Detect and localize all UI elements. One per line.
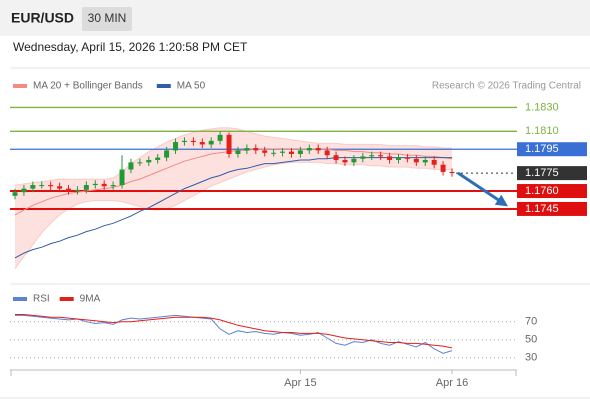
candle-body xyxy=(369,155,375,157)
price-level-label: 1.1795 xyxy=(525,143,559,155)
price-level-box xyxy=(517,142,587,157)
y-tick-label: 50 xyxy=(525,334,537,346)
candle-body xyxy=(48,185,54,187)
candle-body xyxy=(342,159,348,163)
candle-body xyxy=(395,157,401,160)
candle-body xyxy=(146,159,152,163)
candle-body xyxy=(324,150,330,156)
legend-swatch xyxy=(156,84,171,88)
candle-body xyxy=(271,152,277,154)
candle-body xyxy=(164,150,170,158)
legend-label: RSI xyxy=(33,294,50,305)
bollinger-lower xyxy=(14,161,452,269)
candle-body xyxy=(66,188,72,192)
x-tick-label: Apr 16 xyxy=(436,377,468,389)
forecast-arrow xyxy=(457,171,508,207)
candle-body xyxy=(190,140,196,143)
price-level-label: 1.1745 xyxy=(525,203,559,215)
y-tick-label: 30 xyxy=(525,352,537,364)
candle-body xyxy=(208,140,214,145)
candle-body xyxy=(39,185,45,187)
indicator-line xyxy=(15,314,453,354)
candle-body xyxy=(422,159,428,163)
candle-body xyxy=(253,148,259,151)
candle-body xyxy=(110,185,116,187)
symbol: EUR/USD xyxy=(11,10,74,26)
candle-body xyxy=(387,156,393,160)
candle-body xyxy=(226,134,232,154)
legend-label: MA 50 xyxy=(177,81,206,92)
timeframe-button[interactable] xyxy=(82,7,132,31)
candle-body xyxy=(128,162,134,170)
candle-body xyxy=(431,159,437,165)
timestamp: Wednesday, April 15, 2026 1:20:58 PM CET xyxy=(13,40,248,54)
price-level-box xyxy=(517,166,587,181)
candle-body xyxy=(378,155,384,157)
candle-body xyxy=(57,186,63,189)
candle-body xyxy=(297,150,303,154)
candle-body xyxy=(306,148,312,151)
candle-body xyxy=(217,134,223,141)
candle-body xyxy=(333,155,339,160)
candle-body xyxy=(315,148,321,151)
price-level-box xyxy=(517,201,587,216)
price-level-label: 1.1775 xyxy=(525,167,559,179)
legend-swatch xyxy=(13,297,27,301)
x-tick-label: Apr 15 xyxy=(284,377,316,389)
bollinger-band xyxy=(15,127,452,269)
candle-body xyxy=(92,183,98,186)
candle-body xyxy=(74,189,80,192)
price-level-label: 1.1760 xyxy=(525,185,559,197)
candle-body xyxy=(235,150,241,154)
candle-body xyxy=(12,192,18,196)
candle-body xyxy=(449,171,455,174)
legend-label: 9MA xyxy=(80,294,101,305)
candle-body xyxy=(30,185,36,189)
candle-body xyxy=(199,142,205,145)
moving-average xyxy=(14,157,452,259)
candle-body xyxy=(244,148,250,151)
candle-body xyxy=(101,183,107,187)
timeframe[interactable]: 30 MIN xyxy=(88,11,127,25)
candle-body xyxy=(440,164,446,172)
candle-body xyxy=(83,185,89,190)
candle-body xyxy=(280,151,286,153)
candle-body xyxy=(288,151,294,154)
plot: 1.1830 1.1810 1.1795 1.1775 1.1760 1.1745 MA 2… xyxy=(10,81,587,389)
y-tick-label: 70 xyxy=(525,316,537,328)
price-level-box xyxy=(517,184,587,199)
price-level-label: 1.1830 xyxy=(525,101,559,113)
source: Research © 2026 Trading Central xyxy=(432,81,581,92)
legend-label: MA 20 + Bollinger Bands xyxy=(33,81,143,92)
candle-body xyxy=(137,162,143,164)
candle-body xyxy=(404,157,410,159)
candle-body xyxy=(360,156,366,159)
indicator-line xyxy=(15,314,453,349)
candle-body xyxy=(173,142,179,151)
candle-body xyxy=(351,158,357,163)
candle-body xyxy=(21,188,27,193)
candle-body xyxy=(181,140,187,143)
price-level-label: 1.1810 xyxy=(525,125,559,137)
bollinger-upper xyxy=(14,127,452,186)
moving-average xyxy=(14,148,453,216)
legend-swatch xyxy=(59,297,74,301)
candle-body xyxy=(262,150,268,153)
candle-body xyxy=(155,157,161,160)
legend-swatch xyxy=(13,84,27,88)
candle-body xyxy=(413,158,419,163)
candle-body xyxy=(119,169,125,186)
